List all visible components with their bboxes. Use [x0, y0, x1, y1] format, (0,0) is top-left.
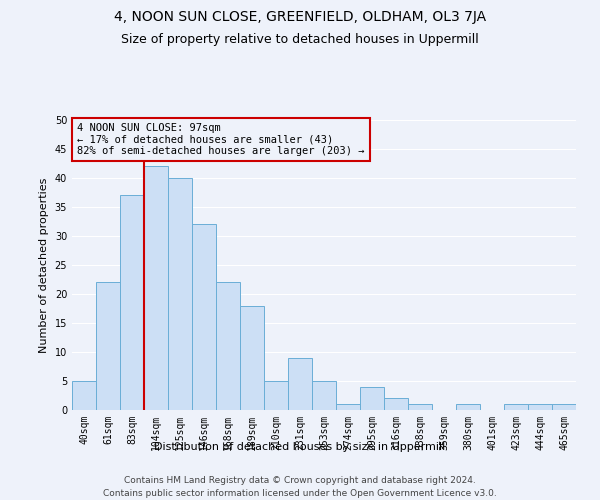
Bar — [360, 387, 384, 410]
Bar — [120, 196, 144, 410]
Bar — [456, 404, 480, 410]
Bar — [264, 381, 288, 410]
Bar — [528, 404, 552, 410]
Bar — [216, 282, 240, 410]
Bar — [168, 178, 192, 410]
Bar — [288, 358, 312, 410]
Bar — [72, 381, 96, 410]
Bar — [336, 404, 360, 410]
Bar — [144, 166, 168, 410]
Bar — [552, 404, 576, 410]
Text: Contains public sector information licensed under the Open Government Licence v3: Contains public sector information licen… — [103, 489, 497, 498]
Y-axis label: Number of detached properties: Number of detached properties — [39, 178, 49, 352]
Bar — [408, 404, 432, 410]
Text: 4 NOON SUN CLOSE: 97sqm
← 17% of detached houses are smaller (43)
82% of semi-de: 4 NOON SUN CLOSE: 97sqm ← 17% of detache… — [77, 123, 365, 156]
Bar — [240, 306, 264, 410]
Text: Distribution of detached houses by size in Uppermill: Distribution of detached houses by size … — [154, 442, 446, 452]
Text: 4, NOON SUN CLOSE, GREENFIELD, OLDHAM, OL3 7JA: 4, NOON SUN CLOSE, GREENFIELD, OLDHAM, O… — [114, 10, 486, 24]
Bar — [96, 282, 120, 410]
Bar — [384, 398, 408, 410]
Text: Size of property relative to detached houses in Uppermill: Size of property relative to detached ho… — [121, 32, 479, 46]
Bar — [504, 404, 528, 410]
Text: Contains HM Land Registry data © Crown copyright and database right 2024.: Contains HM Land Registry data © Crown c… — [124, 476, 476, 485]
Bar — [192, 224, 216, 410]
Bar — [312, 381, 336, 410]
